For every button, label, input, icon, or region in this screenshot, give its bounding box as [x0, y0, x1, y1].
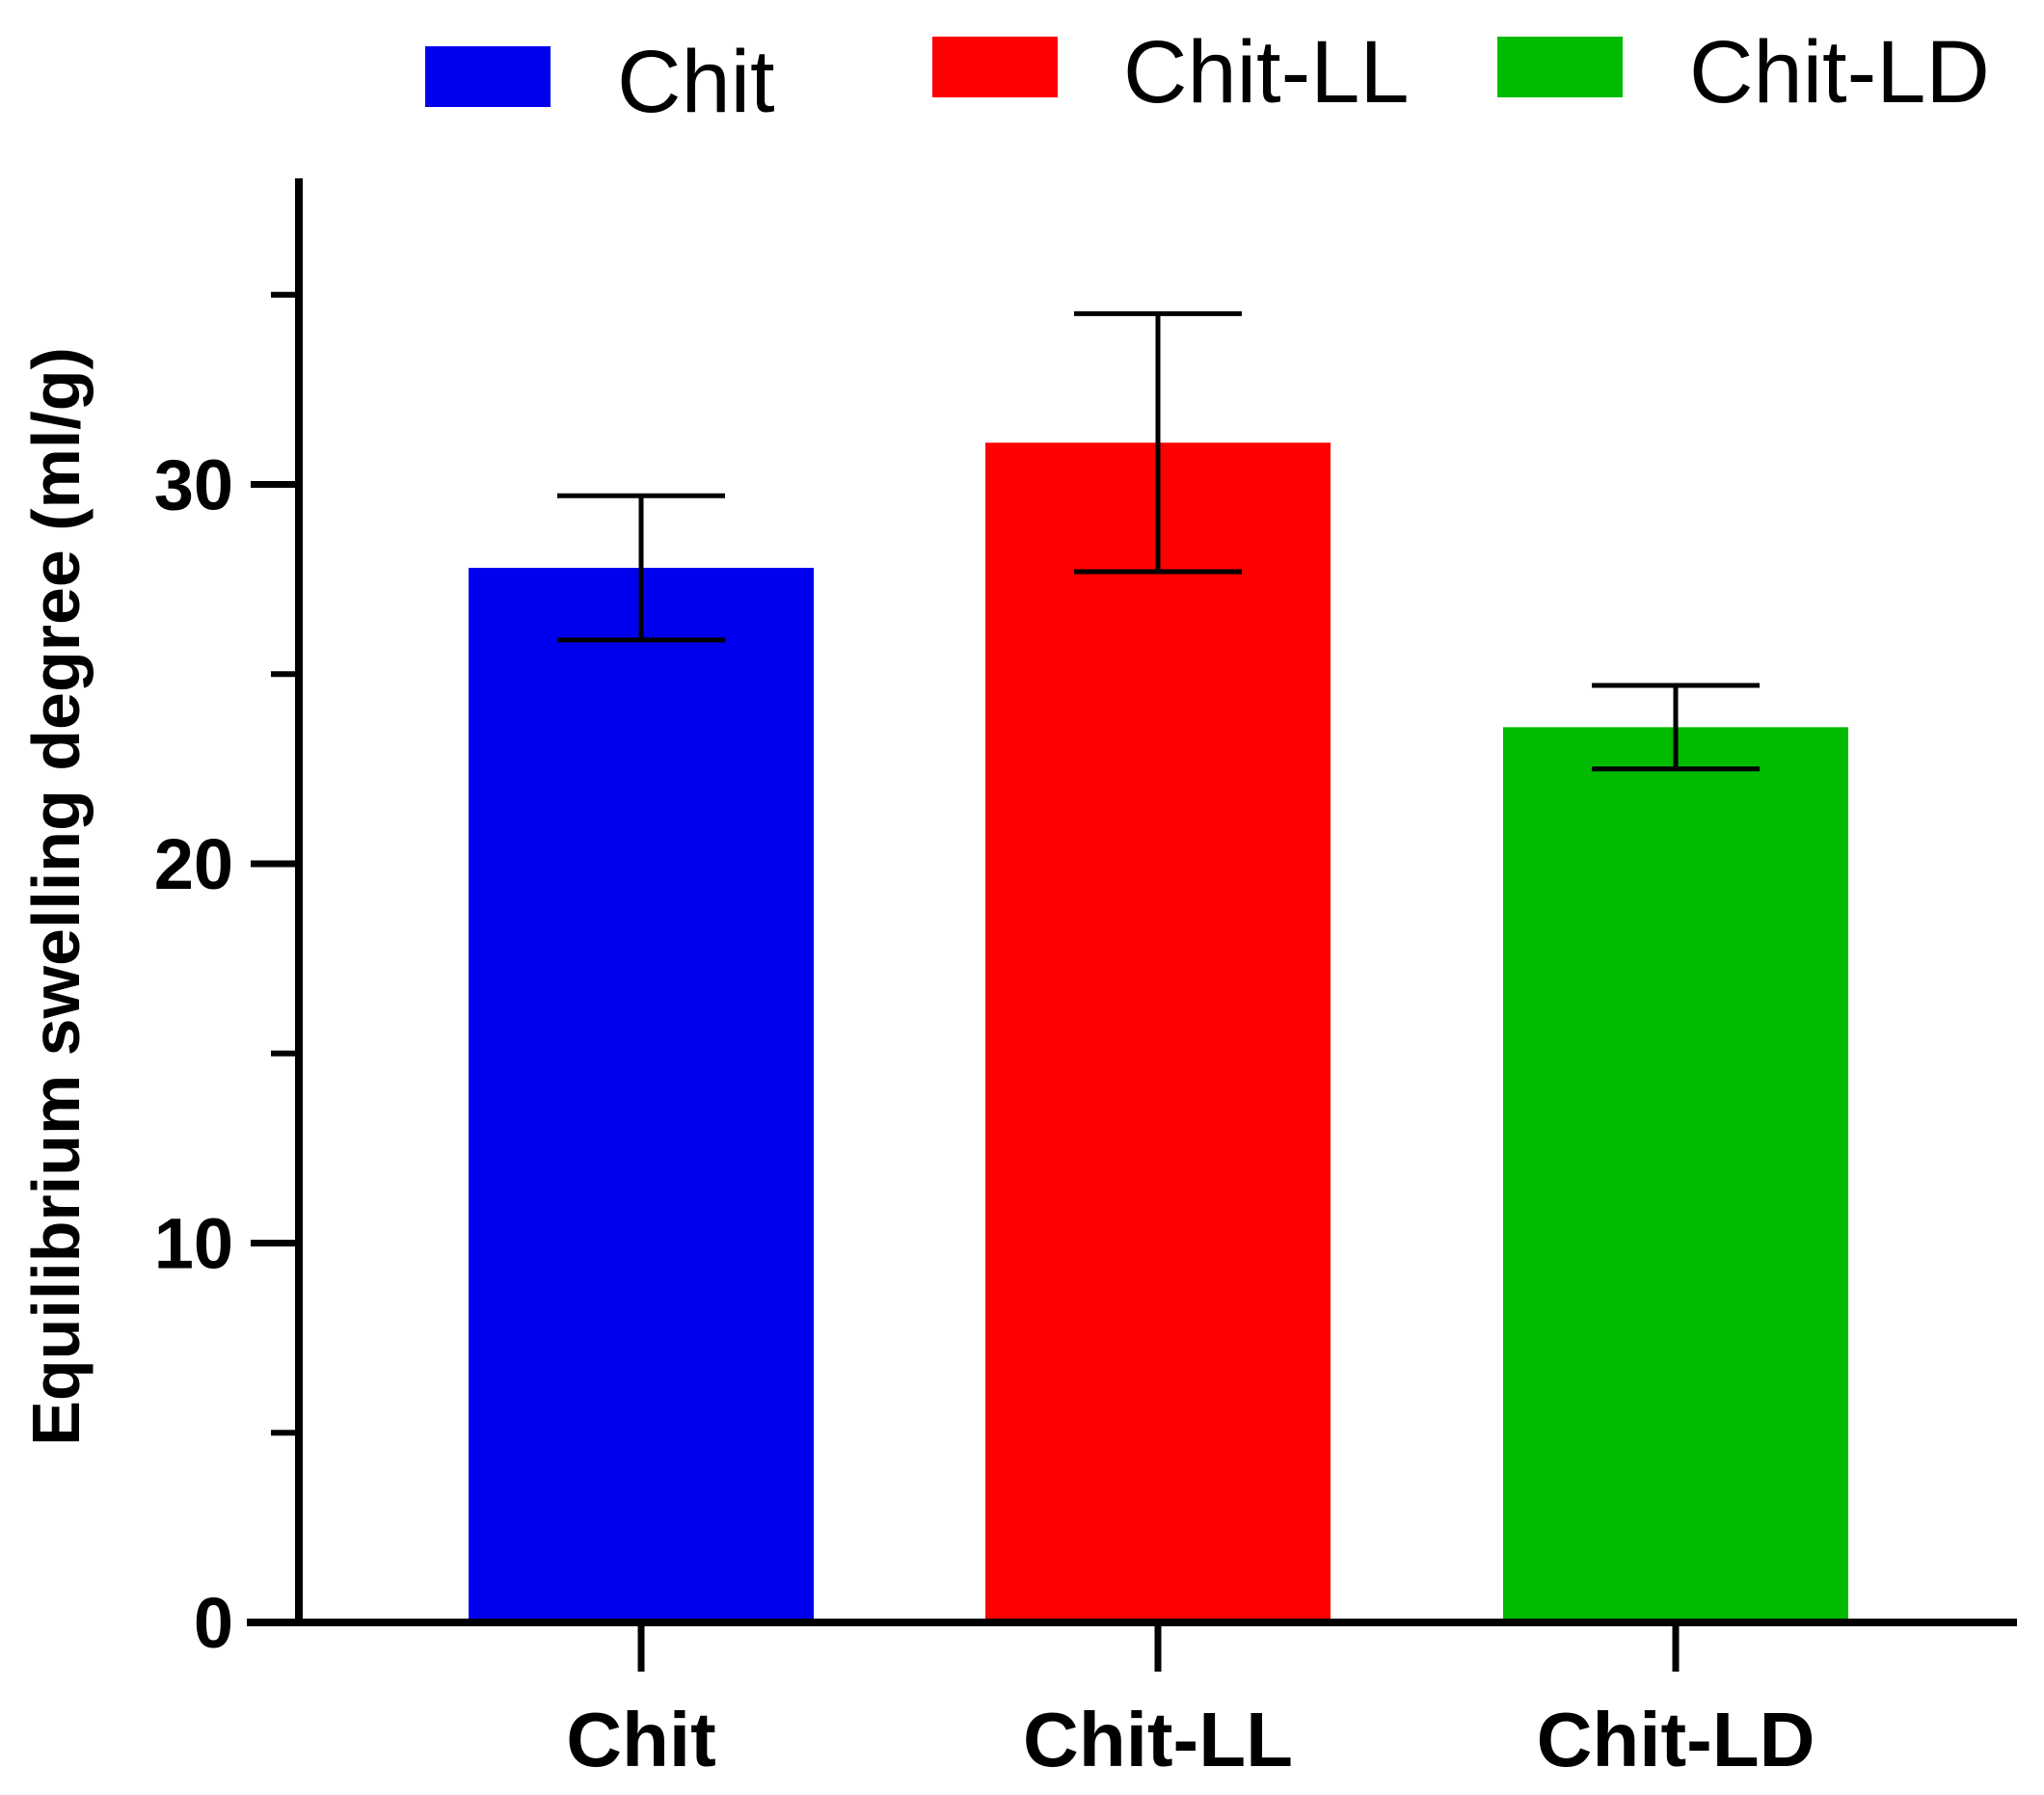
y-tick-label-30: 30 [154, 445, 233, 525]
axes-group [247, 178, 2017, 1626]
y-axis-title: Equilibrium swelling degree (ml/g) [18, 347, 94, 1446]
legend: Chit Chit-LL Chit-LD [425, 23, 1990, 131]
y-ticks-group: 0 10 20 30 [154, 291, 299, 1663]
y-tick-label-10: 10 [154, 1204, 233, 1284]
bar-chit-ll [985, 442, 1331, 1623]
y-tick-label-0: 0 [194, 1583, 233, 1663]
legend-swatch-chit [425, 46, 551, 107]
legend-swatch-chit-ld [1497, 37, 1623, 97]
legend-swatch-chit-ll [932, 37, 1058, 97]
bar-chit-ld [1503, 727, 1848, 1622]
bar-chit [469, 568, 814, 1622]
legend-label-chit: Chit [617, 33, 775, 131]
x-tick-label-chit-ll: Chit-LL [1023, 1697, 1293, 1782]
legend-label-chit-ll: Chit-LL [1123, 23, 1410, 121]
x-tick-label-chit: Chit [566, 1697, 716, 1782]
error-bars-group [557, 310, 1760, 772]
bars-group [469, 442, 1848, 1623]
y-tick-label-20: 20 [154, 824, 233, 904]
x-ticks-group: Chit Chit-LL Chit-LD [566, 1622, 1815, 1782]
x-tick-label-chit-ld: Chit-LD [1537, 1697, 1815, 1782]
legend-label-chit-ld: Chit-LD [1689, 23, 1990, 121]
